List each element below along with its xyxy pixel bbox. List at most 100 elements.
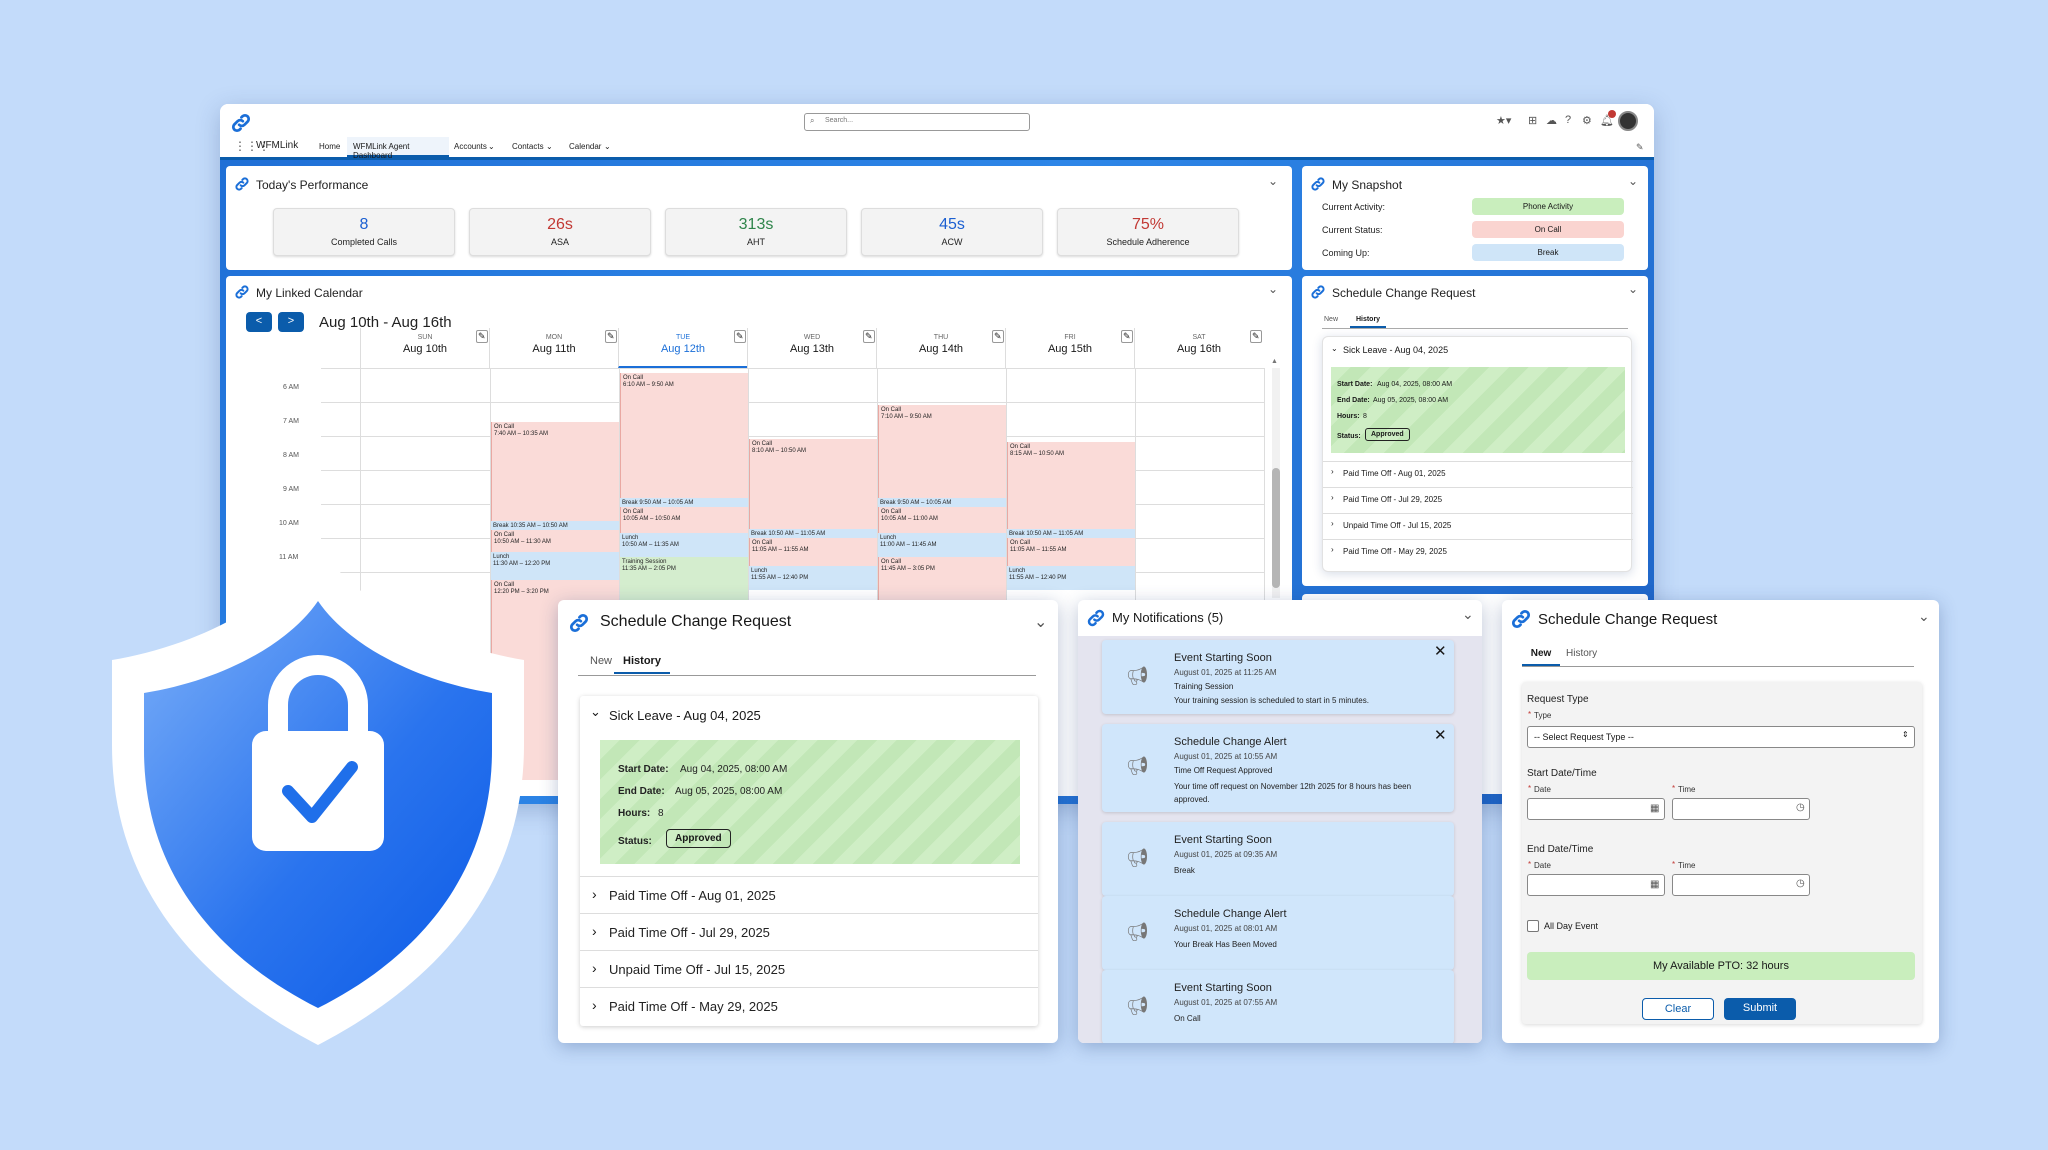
day-header[interactable]: SUN Aug 10th xyxy=(360,328,489,368)
calendar-scrollbar[interactable] xyxy=(1272,368,1280,598)
calendar-icon[interactable]: ▦ xyxy=(1650,879,1660,890)
scroll-up-icon[interactable]: ▲ xyxy=(1271,358,1278,365)
close-icon[interactable]: ✕ xyxy=(1434,643,1447,660)
chevron-right-icon[interactable]: › xyxy=(1331,493,1334,502)
calendar-event[interactable]: On Call 8:10 AM – 10:50 AM xyxy=(749,439,877,529)
clear-button[interactable]: Clear xyxy=(1642,998,1714,1020)
tab-new[interactable]: New xyxy=(1324,316,1339,323)
edit-icon[interactable]: ✎ xyxy=(992,330,1004,343)
nav-contacts[interactable]: Contacts xyxy=(512,142,544,151)
accordion-title[interactable]: Sick Leave - Aug 04, 2025 xyxy=(609,708,761,723)
calendar-event[interactable]: Break 10:50 AM – 11:05 AM xyxy=(749,529,877,538)
history-item[interactable]: Paid Time Off - Aug 01, 2025 xyxy=(580,876,1038,913)
calendar-event[interactable]: Lunch 11:00 AM – 11:45 AM xyxy=(878,533,1006,557)
cloud-icon[interactable]: ☁ xyxy=(1546,115,1557,127)
history-item[interactable]: Paid Time Off - Jul 29, 2025 xyxy=(1323,487,1633,513)
clock-icon[interactable]: ◷ xyxy=(1796,878,1805,889)
accordion-title[interactable]: Sick Leave - Aug 04, 2025 xyxy=(1343,345,1449,355)
add-icon[interactable]: ⊞ xyxy=(1528,115,1538,127)
scrollbar-thumb[interactable] xyxy=(1272,468,1280,588)
chevron-down-icon[interactable]: ⌄ xyxy=(546,142,553,151)
history-item[interactable]: Paid Time Off - Aug 01, 2025 xyxy=(1323,461,1633,487)
chevron-down-icon[interactable]: ⌄ xyxy=(1628,174,1639,188)
chevron-right-icon[interactable]: › xyxy=(592,960,597,976)
chevron-down-icon[interactable]: ⌄ xyxy=(488,142,495,151)
chevron-down-icon[interactable]: ⌄ xyxy=(1034,614,1048,631)
edit-icon[interactable]: ✎ xyxy=(1121,330,1133,343)
calendar-icon[interactable]: ▦ xyxy=(1650,803,1660,814)
day-header[interactable]: MON Aug 11th xyxy=(489,328,618,368)
day-header[interactable]: SAT Aug 16th xyxy=(1134,328,1263,368)
close-icon[interactable]: ✕ xyxy=(1434,727,1447,744)
tab-history[interactable]: History xyxy=(614,650,670,674)
edit-icon[interactable]: ✎ xyxy=(1250,330,1262,343)
next-week-button[interactable]: > xyxy=(278,312,304,332)
notification-card[interactable]: 📢︎ Event Starting Soon August 01, 2025 a… xyxy=(1102,822,1454,896)
app-launcher-icon[interactable]: ⋮⋮⋮ xyxy=(234,139,270,153)
request-type-select[interactable]: -- Select Request Type -- xyxy=(1527,726,1915,748)
chevron-down-icon[interactable]: ⌄ xyxy=(604,142,611,151)
tab-new[interactable]: New xyxy=(590,655,613,667)
chevron-right-icon[interactable]: › xyxy=(592,886,597,902)
calendar-event[interactable]: On Call 6:10 AM – 9:50 AM xyxy=(620,373,748,498)
notification-card[interactable]: 📢︎ Event Starting Soon August 01, 2025 a… xyxy=(1102,640,1454,714)
nav-accounts[interactable]: Accounts xyxy=(454,142,487,151)
calendar-event[interactable]: On Call 8:15 AM – 10:50 AM xyxy=(1007,442,1135,529)
notification-card[interactable]: 📢︎ Schedule Change Alert August 01, 2025… xyxy=(1102,724,1454,812)
chevron-right-icon[interactable]: › xyxy=(1331,519,1334,528)
history-item[interactable]: Unpaid Time Off - Jul 15, 2025 xyxy=(1323,513,1633,539)
calendar-event[interactable]: On Call 11:05 AM – 11:55 AM xyxy=(1007,538,1135,566)
clock-icon[interactable]: ◷ xyxy=(1796,802,1805,813)
calendar-event[interactable]: On Call 7:40 AM – 10:35 AM xyxy=(491,422,619,521)
history-item[interactable]: Paid Time Off - May 29, 2025 xyxy=(1323,539,1633,565)
calendar-event[interactable]: Break 10:35 AM – 10:50 AM xyxy=(491,521,619,530)
chevron-down-icon[interactable]: ⌄ xyxy=(1462,606,1474,622)
calendar-event[interactable]: Break 10:50 AM – 11:05 AM xyxy=(1007,529,1135,538)
tab-history[interactable]: History xyxy=(1566,648,1598,659)
help-icon[interactable]: ? xyxy=(1565,114,1572,126)
calendar-event[interactable]: Lunch 10:50 AM – 11:35 AM xyxy=(620,533,748,557)
prev-week-button[interactable]: < xyxy=(246,312,272,332)
history-item[interactable]: Paid Time Off - Jul 29, 2025 xyxy=(580,913,1038,950)
calendar-event[interactable]: Lunch 11:55 AM – 12:40 PM xyxy=(749,566,877,590)
gear-icon[interactable]: ⚙ xyxy=(1582,115,1592,127)
edit-icon[interactable]: ✎ xyxy=(605,330,617,343)
bell-icon[interactable]: 🔔︎ xyxy=(1600,115,1614,127)
chevron-down-icon[interactable]: ⌄ xyxy=(1268,174,1279,188)
calendar-event[interactable]: On Call 10:50 AM – 11:30 AM xyxy=(491,530,619,552)
calendar-event[interactable]: On Call 10:05 AM – 10:50 AM xyxy=(620,507,748,533)
start-time-input[interactable] xyxy=(1672,798,1810,820)
avatar[interactable] xyxy=(1618,111,1638,131)
chevron-down-icon[interactable]: ⌄ xyxy=(590,704,601,719)
nav-home[interactable]: Home xyxy=(319,142,341,151)
submit-button[interactable]: Submit xyxy=(1724,998,1796,1020)
end-time-input[interactable] xyxy=(1672,874,1810,896)
nav-agent-dashboard[interactable]: WFMLink Agent Dashboard xyxy=(347,137,449,160)
all-day-checkbox[interactable] xyxy=(1527,920,1539,932)
chevron-right-icon[interactable]: › xyxy=(592,923,597,939)
calendar-event[interactable]: On Call 11:05 AM – 11:55 AM xyxy=(749,538,877,566)
calendar-event[interactable]: On Call 7:10 AM – 9:50 AM xyxy=(878,405,1006,498)
day-header-today[interactable]: TUE Aug 12th xyxy=(618,328,747,368)
chevron-down-icon[interactable]: ⌄ xyxy=(1268,282,1279,296)
search-input[interactable]: Search... xyxy=(804,113,1030,131)
edit-icon[interactable]: ✎ xyxy=(734,330,746,343)
chevron-down-icon[interactable]: ⌄ xyxy=(1628,282,1639,296)
calendar-event[interactable]: Break 9:50 AM – 10:05 AM xyxy=(878,498,1006,507)
chevron-down-icon[interactable]: ⌄ xyxy=(1918,608,1930,624)
edit-icon[interactable]: ✎ xyxy=(1636,142,1644,152)
calendar-event[interactable]: Lunch 11:30 AM – 12:20 PM xyxy=(491,552,619,580)
day-header[interactable]: FRI Aug 15th xyxy=(1005,328,1134,368)
history-item[interactable]: Paid Time Off - May 29, 2025 xyxy=(580,987,1038,1024)
end-date-input[interactable] xyxy=(1527,874,1665,896)
notification-card[interactable]: 📢︎ Schedule Change Alert August 01, 2025… xyxy=(1102,896,1454,970)
edit-icon[interactable]: ✎ xyxy=(476,330,488,343)
favorites-icon[interactable]: ★▾ xyxy=(1496,115,1512,127)
start-date-input[interactable] xyxy=(1527,798,1665,820)
chevron-down-icon[interactable]: ⌄ xyxy=(1331,344,1338,353)
chevron-right-icon[interactable]: › xyxy=(1331,545,1334,554)
chevron-right-icon[interactable]: › xyxy=(592,997,597,1013)
day-header[interactable]: WED Aug 13th xyxy=(747,328,876,368)
calendar-event[interactable]: Lunch 11:55 AM – 12:40 PM xyxy=(1007,566,1135,590)
nav-calendar[interactable]: Calendar xyxy=(569,142,602,151)
